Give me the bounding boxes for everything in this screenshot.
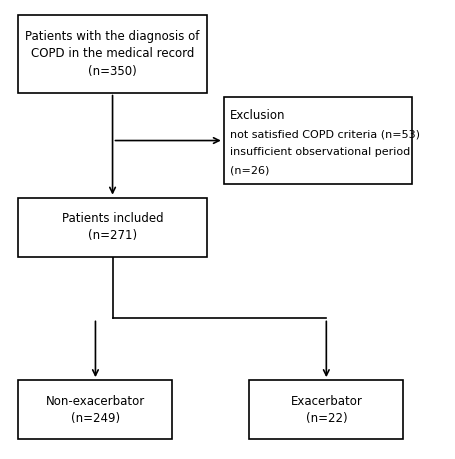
- Text: Patients with the diagnosis of: Patients with the diagnosis of: [25, 30, 199, 43]
- Text: Patients included: Patients included: [61, 212, 163, 225]
- FancyBboxPatch shape: [19, 197, 206, 257]
- Text: (n=350): (n=350): [88, 65, 136, 78]
- FancyBboxPatch shape: [19, 380, 172, 439]
- FancyBboxPatch shape: [223, 97, 411, 184]
- Text: not satisfied COPD criteria (n=53): not satisfied COPD criteria (n=53): [230, 129, 419, 139]
- Text: COPD in the medical record: COPD in the medical record: [31, 47, 194, 60]
- FancyBboxPatch shape: [19, 15, 206, 93]
- Text: Non-exacerbator: Non-exacerbator: [46, 395, 145, 408]
- Text: Exacerbator: Exacerbator: [290, 395, 361, 408]
- Text: insufficient observational period: insufficient observational period: [230, 147, 410, 157]
- Text: (n=249): (n=249): [71, 412, 120, 425]
- Text: (n=271): (n=271): [88, 230, 137, 242]
- Text: Exclusion: Exclusion: [230, 109, 285, 122]
- Text: (n=22): (n=22): [305, 412, 346, 425]
- FancyBboxPatch shape: [249, 380, 402, 439]
- Text: (n=26): (n=26): [230, 166, 269, 176]
